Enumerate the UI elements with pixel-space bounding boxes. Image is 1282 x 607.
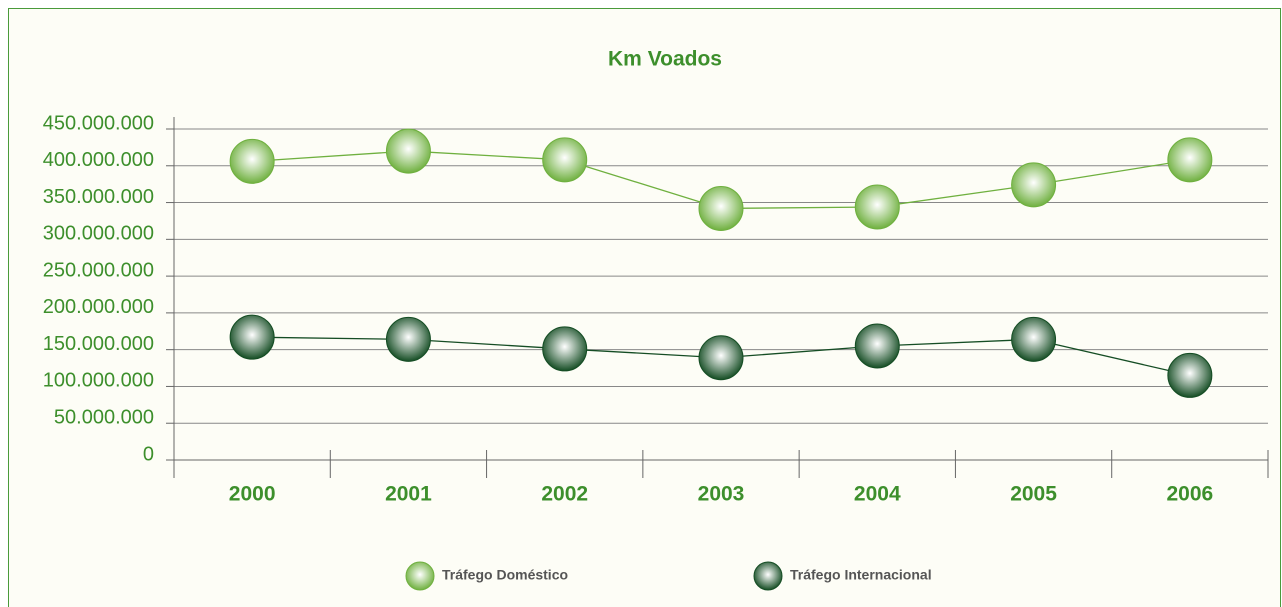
legend-label: Tráfego Internacional	[790, 567, 932, 583]
y-tick-label: 450.000.000	[43, 112, 154, 134]
point	[1011, 316, 1057, 362]
point	[229, 314, 275, 360]
legend-swatch	[753, 561, 783, 591]
x-tick-label: 2004	[854, 483, 901, 506]
legend-swatch	[405, 561, 435, 591]
point	[698, 185, 744, 231]
chart-title: Km Voados	[608, 48, 722, 71]
x-tick-label: 2002	[541, 483, 588, 506]
y-tick-label: 200.000.000	[43, 296, 154, 318]
x-tick-label: 2003	[698, 483, 745, 506]
frame	[8, 8, 1281, 607]
point	[854, 323, 900, 369]
y-tick-label: 0	[143, 443, 154, 465]
y-tick-label: 400.000.000	[43, 149, 154, 171]
x-tick-label: 2000	[229, 483, 276, 506]
y-tick-label: 150.000.000	[43, 333, 154, 355]
point	[698, 335, 744, 381]
y-tick-label: 250.000.000	[43, 259, 154, 281]
y-tick-label: 50.000.000	[54, 407, 154, 429]
legend-label: Tráfego Doméstico	[442, 567, 568, 583]
point	[1167, 352, 1213, 398]
x-tick-label: 2006	[1166, 483, 1213, 506]
y-tick-label: 300.000.000	[43, 223, 154, 245]
point	[1167, 137, 1213, 183]
point	[854, 184, 900, 230]
x-tick-label: 2001	[385, 483, 432, 506]
point	[385, 316, 431, 362]
point	[542, 137, 588, 183]
point	[1011, 162, 1057, 208]
point	[385, 128, 431, 174]
point	[542, 326, 588, 372]
y-tick-label: 350.000.000	[43, 186, 154, 208]
point	[229, 138, 275, 184]
x-tick-label: 2005	[1010, 483, 1057, 506]
y-tick-label: 100.000.000	[43, 370, 154, 392]
